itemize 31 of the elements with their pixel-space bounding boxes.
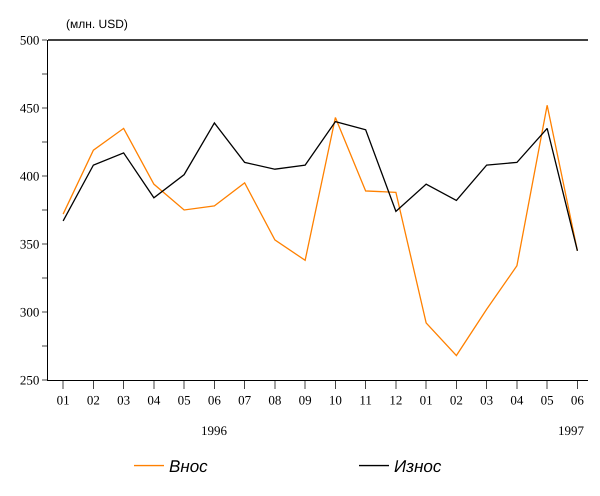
line-series: [62, 104, 578, 356]
text: 1997: [558, 423, 584, 438]
y-axis-title: (млн. USD): [66, 17, 128, 31]
legend-label: Внос: [169, 457, 208, 476]
x-tick-label: 01: [56, 392, 70, 408]
x-tick-label: 01: [420, 392, 433, 408]
y-tick-label: 500: [20, 32, 40, 48]
x-tick-label: 07: [238, 392, 252, 408]
x-tick-label: 03: [480, 392, 494, 408]
x-tick-label: 04: [510, 392, 524, 408]
x-tick-label: 11: [359, 392, 372, 408]
y-tick-label: 350: [20, 236, 40, 252]
text: 1996: [201, 423, 228, 438]
x-tick-label: 05: [540, 392, 554, 408]
x-tick-label: 12: [389, 392, 402, 408]
y-tick-label: 400: [20, 168, 40, 184]
x-tick-label: 08: [268, 392, 282, 408]
y-tick-label: 250: [20, 372, 40, 388]
x-tick-label: 06: [208, 392, 222, 408]
x-tick-label: 02: [450, 392, 463, 408]
line-series: [62, 120, 578, 252]
x-tick-label: 10: [328, 392, 342, 408]
x-tick-label: 03: [117, 392, 130, 408]
x-tick-label: 05: [178, 392, 191, 408]
x-tick-label: 09: [298, 392, 312, 408]
legend-label: Износ: [394, 457, 442, 476]
x-tick-label: 04: [147, 392, 161, 408]
x-tick-label: 06: [570, 392, 584, 408]
y-tick-label: 450: [20, 100, 40, 116]
y-tick-label: 300: [20, 304, 40, 320]
x-tick-label: 02: [86, 392, 100, 408]
